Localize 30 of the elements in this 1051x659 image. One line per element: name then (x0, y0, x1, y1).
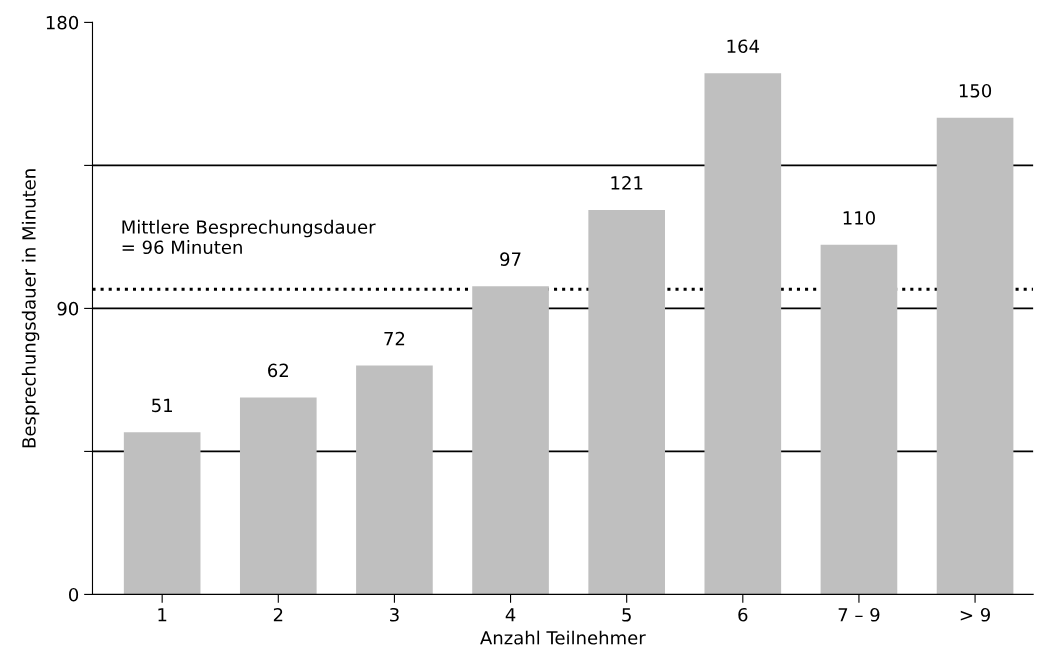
bar (588, 209, 665, 595)
bar (936, 117, 1014, 595)
x-tick-label: 6 (738, 607, 748, 622)
data-label: 62 (268, 363, 288, 378)
y-tick-label: 0 (69, 587, 79, 602)
y-axis-title: Besprechungsdauer in Minuten (21, 169, 40, 448)
y-tick-label: 180 (46, 15, 79, 30)
data-label: 51 (152, 398, 172, 413)
data-label: 97 (500, 252, 521, 266)
data-label: 150 (959, 83, 992, 98)
data-label: 121 (611, 176, 643, 190)
bar (356, 365, 433, 595)
x-axis-title: Anzahl Teilnehmer (480, 630, 646, 645)
x-tick-label: 5 (622, 608, 631, 622)
x-tick-label: > 9 (960, 607, 990, 622)
bar (472, 286, 549, 595)
bar (123, 432, 201, 595)
x-tick-label: 4 (505, 608, 516, 622)
data-label: 110 (843, 211, 875, 225)
data-label: 72 (384, 331, 405, 346)
bar (704, 73, 782, 595)
bar (820, 244, 898, 595)
x-tick-label: 1 (158, 608, 167, 622)
bar (239, 397, 317, 595)
y-tick-label: 90 (57, 301, 79, 316)
data-label: 164 (727, 39, 760, 54)
x-tick-label: 3 (390, 607, 399, 622)
ref-line-label: Mittlere Besprechungsdauer = 96 Minuten (122, 219, 376, 255)
x-tick-label: 7 – 9 (838, 607, 880, 622)
x-tick-label: 2 (273, 607, 283, 622)
